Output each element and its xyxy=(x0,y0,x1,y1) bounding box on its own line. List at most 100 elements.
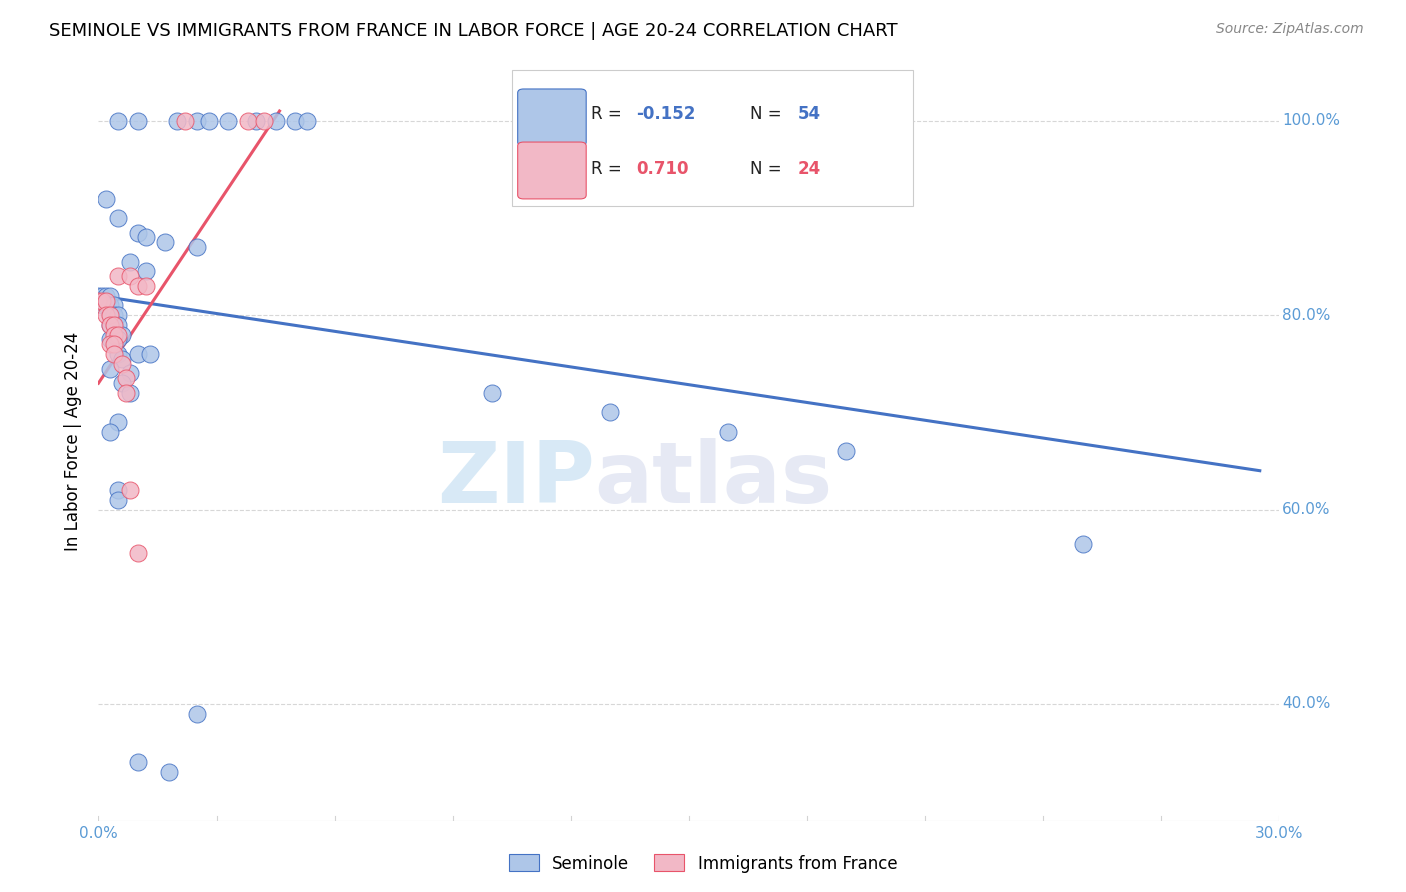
Text: 54: 54 xyxy=(797,105,821,123)
Point xyxy=(155,235,177,250)
Point xyxy=(107,347,129,361)
Point xyxy=(98,318,121,332)
Text: ZIP: ZIP xyxy=(437,438,595,521)
Point xyxy=(91,293,114,308)
Text: atlas: atlas xyxy=(595,438,832,521)
Point xyxy=(481,386,503,401)
Point xyxy=(166,113,188,128)
Point xyxy=(115,386,138,401)
Point xyxy=(98,361,121,376)
Point xyxy=(127,113,149,128)
Point xyxy=(103,298,125,312)
Point xyxy=(157,765,180,780)
Text: N =: N = xyxy=(751,160,787,178)
Point xyxy=(98,308,121,322)
Point xyxy=(107,492,129,507)
Point xyxy=(127,756,149,770)
Point xyxy=(103,347,125,361)
Text: 40.0%: 40.0% xyxy=(1282,697,1330,712)
Point xyxy=(135,279,157,293)
Point xyxy=(284,113,307,128)
Point xyxy=(96,298,118,312)
FancyBboxPatch shape xyxy=(517,142,586,199)
Point xyxy=(103,337,125,351)
FancyBboxPatch shape xyxy=(517,89,586,145)
Point xyxy=(835,444,858,458)
Point xyxy=(264,113,287,128)
Point xyxy=(96,293,118,308)
Point xyxy=(103,318,125,332)
Point xyxy=(103,308,125,322)
Point xyxy=(98,298,121,312)
Point xyxy=(197,113,219,128)
Point xyxy=(103,318,125,332)
Text: 80.0%: 80.0% xyxy=(1282,308,1330,323)
Point xyxy=(98,289,121,303)
Point xyxy=(103,327,125,342)
Point xyxy=(135,264,157,278)
Text: SEMINOLE VS IMMIGRANTS FROM FRANCE IN LABOR FORCE | AGE 20-24 CORRELATION CHART: SEMINOLE VS IMMIGRANTS FROM FRANCE IN LA… xyxy=(49,22,898,40)
Text: -0.152: -0.152 xyxy=(636,105,695,123)
Point xyxy=(186,113,208,128)
Point xyxy=(107,483,129,497)
Text: 60.0%: 60.0% xyxy=(1282,502,1330,517)
Text: 0.0%: 0.0% xyxy=(79,825,118,840)
Point xyxy=(107,269,129,284)
Point xyxy=(118,386,141,401)
Y-axis label: In Labor Force | Age 20-24: In Labor Force | Age 20-24 xyxy=(65,332,83,551)
Point xyxy=(96,289,118,303)
Point xyxy=(107,318,129,332)
Point xyxy=(107,308,129,322)
Text: Source: ZipAtlas.com: Source: ZipAtlas.com xyxy=(1216,22,1364,37)
Text: 100.0%: 100.0% xyxy=(1282,113,1340,128)
Point xyxy=(87,293,110,308)
Point xyxy=(103,327,125,342)
Point xyxy=(91,298,114,312)
Point xyxy=(253,113,276,128)
Point xyxy=(87,289,110,303)
Point xyxy=(245,113,267,128)
Point xyxy=(135,230,157,244)
Point xyxy=(1071,536,1094,550)
Point xyxy=(186,240,208,254)
Point xyxy=(115,371,138,385)
Point xyxy=(111,376,134,391)
Point xyxy=(127,347,149,361)
Point xyxy=(174,113,197,128)
Text: R =: R = xyxy=(591,105,627,123)
Point xyxy=(118,254,141,268)
Point xyxy=(107,211,129,225)
Point xyxy=(186,706,208,721)
Point xyxy=(107,415,129,429)
Text: 0.710: 0.710 xyxy=(636,160,689,178)
Text: 24: 24 xyxy=(797,160,821,178)
Point xyxy=(111,327,134,342)
Text: N =: N = xyxy=(751,105,787,123)
Point xyxy=(98,337,121,351)
Point xyxy=(96,192,118,206)
Point xyxy=(107,113,129,128)
Point xyxy=(599,405,621,419)
Point xyxy=(107,333,129,347)
Point xyxy=(96,308,118,322)
Point xyxy=(98,318,121,332)
Point xyxy=(98,425,121,439)
Point xyxy=(138,347,160,361)
Point xyxy=(118,367,141,381)
Point xyxy=(98,308,121,322)
Point xyxy=(107,327,129,342)
Point xyxy=(217,113,239,128)
Text: 30.0%: 30.0% xyxy=(1256,825,1303,840)
Point xyxy=(98,333,121,347)
Point xyxy=(91,289,114,303)
Point xyxy=(111,351,134,366)
Point xyxy=(717,425,740,439)
Text: R =: R = xyxy=(591,160,633,178)
Point xyxy=(127,546,149,560)
Point xyxy=(236,113,259,128)
Point xyxy=(127,279,149,293)
Point xyxy=(118,269,141,284)
Point xyxy=(295,113,318,128)
Point xyxy=(127,226,149,240)
FancyBboxPatch shape xyxy=(512,70,914,207)
